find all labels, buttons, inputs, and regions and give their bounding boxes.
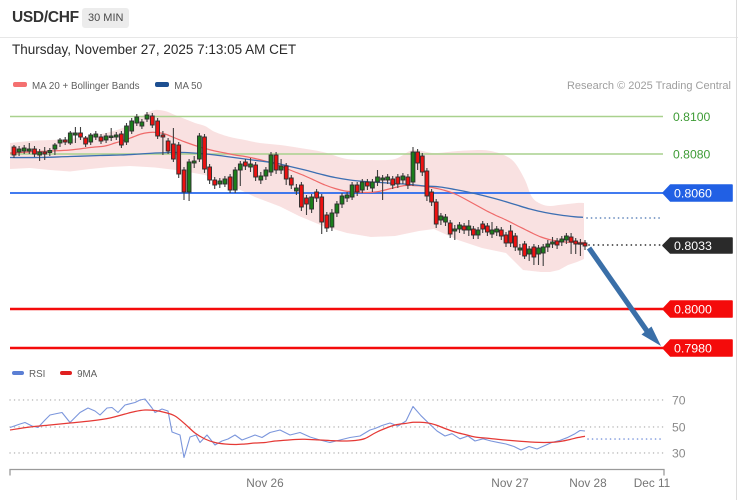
svg-text:70: 70 bbox=[672, 393, 686, 407]
svg-text:0.8000: 0.8000 bbox=[674, 302, 712, 316]
svg-text:0.8060: 0.8060 bbox=[674, 186, 712, 200]
svg-text:Nov 27: Nov 27 bbox=[491, 476, 528, 490]
svg-text:Dec 11: Dec 11 bbox=[634, 476, 671, 490]
svg-text:Nov 28: Nov 28 bbox=[569, 476, 607, 490]
svg-text:0.8100: 0.8100 bbox=[673, 110, 710, 124]
svg-text:0.8033: 0.8033 bbox=[674, 239, 712, 253]
svg-text:Nov 26: Nov 26 bbox=[246, 476, 284, 490]
svg-text:30: 30 bbox=[672, 446, 686, 460]
svg-text:50: 50 bbox=[672, 420, 686, 434]
svg-text:0.7980: 0.7980 bbox=[674, 341, 712, 355]
svg-text:0.8080: 0.8080 bbox=[673, 147, 710, 161]
